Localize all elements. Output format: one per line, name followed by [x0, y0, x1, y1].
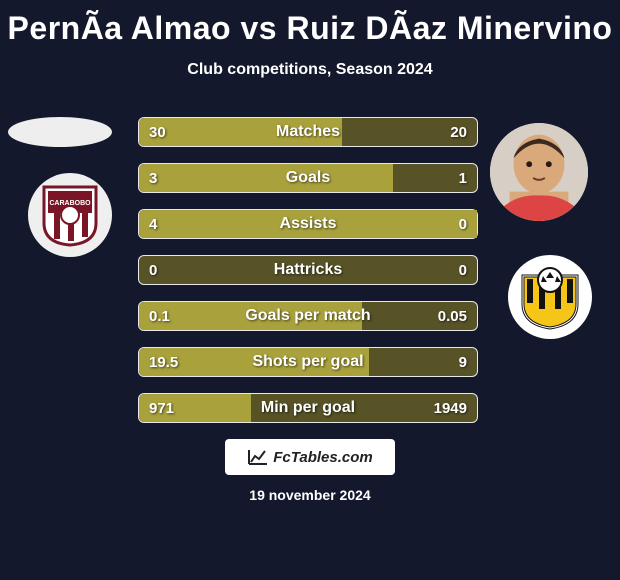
stat-label: Assists	[280, 215, 337, 233]
stat-label: Matches	[276, 123, 340, 141]
stat-value-left: 4	[149, 216, 157, 233]
stat-row: 0 0 Hattricks	[138, 255, 478, 285]
stat-value-right: 20	[450, 124, 467, 141]
stat-bars: 30 20 Matches 3 1 Goals 4 0 Assists 0 0 Hattricks 0.…	[138, 117, 478, 423]
stat-value-left: 0	[149, 262, 157, 279]
stat-value-left: 3	[149, 170, 157, 187]
stat-row: 30 20 Matches	[138, 117, 478, 147]
stat-value-right: 0	[459, 216, 467, 233]
player-left-avatar	[8, 117, 112, 147]
tachira-crest-icon	[517, 264, 583, 330]
player-photo-placeholder	[490, 123, 588, 221]
stat-row: 19.5 9 Shots per goal	[138, 347, 478, 377]
stat-fill-left	[139, 164, 393, 192]
page-title: PernÃ­a Almao vs Ruiz DÃ­az Minervino	[0, 0, 620, 47]
stat-row: 3 1 Goals	[138, 163, 478, 193]
player-right-avatar	[490, 123, 588, 221]
stat-label: Goals	[286, 169, 330, 187]
stat-label: Shots per goal	[252, 353, 363, 371]
stat-value-right: 1	[459, 170, 467, 187]
stat-value-right: 9	[459, 354, 467, 371]
stat-value-left: 971	[149, 400, 174, 417]
stat-value-left: 30	[149, 124, 166, 141]
carabobo-crest-icon: CARABOBO	[40, 183, 100, 247]
stat-row: 971 1949 Min per goal	[138, 393, 478, 423]
stat-value-left: 19.5	[149, 354, 178, 371]
club-crest-right	[508, 255, 592, 339]
stat-row: 0.1 0.05 Goals per match	[138, 301, 478, 331]
club-crest-left: CARABOBO	[28, 173, 112, 257]
comparison-panel: CARABOBO 30 20 Matches 3 1 Goals 4 0 Assists 0 0 Ha…	[0, 117, 620, 423]
subtitle: Club competitions, Season 2024	[0, 61, 620, 79]
stat-label: Min per goal	[261, 399, 355, 417]
stat-value-left: 0.1	[149, 308, 170, 325]
chart-icon	[247, 448, 269, 466]
stat-value-right: 1949	[434, 400, 467, 417]
stat-row: 4 0 Assists	[138, 209, 478, 239]
watermark[interactable]: FcTables.com	[225, 439, 395, 475]
stat-value-right: 0.05	[438, 308, 467, 325]
date: 19 november 2024	[0, 487, 620, 503]
watermark-label: FcTables.com	[273, 449, 372, 466]
stat-label: Hattricks	[274, 261, 342, 279]
stat-label: Goals per match	[245, 307, 370, 325]
stat-value-right: 0	[459, 262, 467, 279]
